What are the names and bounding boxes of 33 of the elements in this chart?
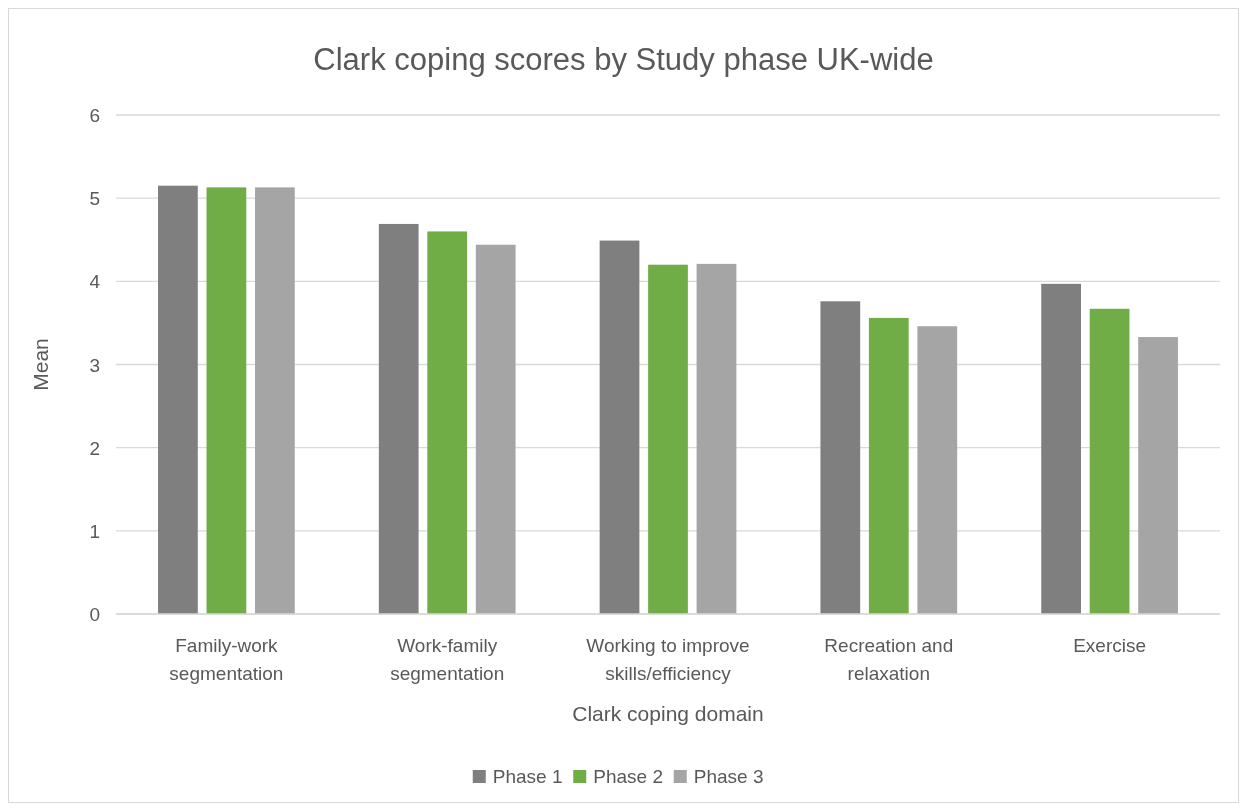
bar [378, 223, 419, 614]
bar [820, 301, 861, 614]
y-tick-label: 0 [89, 604, 100, 625]
x-tick-label: Recreation and relaxation [824, 635, 954, 684]
legend-label: Phase 1 [492, 766, 563, 787]
bar [1089, 308, 1130, 614]
bar [1041, 283, 1081, 614]
y-tick-label: 3 [89, 354, 100, 376]
bar [917, 326, 958, 614]
bar [696, 263, 737, 614]
x-tick-label: Working to improve skills/efficiency [586, 635, 750, 684]
x-tick-label: Work-family segmentation [390, 635, 505, 684]
x-tick-label: Exercise [1073, 635, 1147, 656]
y-tick-label: 5 [89, 188, 100, 210]
legend-label: Phase 3 [693, 766, 764, 787]
x-axis-title: Clark coping domain [572, 702, 764, 725]
x-tick-label: Family-work segmentation [169, 635, 284, 684]
y-tick-label: 1 [89, 520, 100, 542]
y-tick-label: 4 [89, 271, 101, 293]
bar [427, 231, 468, 614]
bar [868, 317, 909, 614]
bar [255, 187, 295, 614]
y-tick-label: 2 [89, 437, 100, 459]
chart-title: Clark coping scores by Study phase UK-wide [313, 42, 934, 77]
bar [648, 264, 688, 614]
bar [206, 187, 247, 614]
y-axis-title: Mean [29, 338, 52, 391]
y-tick-label: 6 [89, 105, 100, 126]
bar [475, 244, 516, 614]
bar [158, 185, 198, 614]
legend-label: Phase 2 [593, 766, 663, 787]
bar [1138, 337, 1178, 614]
bar [599, 240, 640, 614]
